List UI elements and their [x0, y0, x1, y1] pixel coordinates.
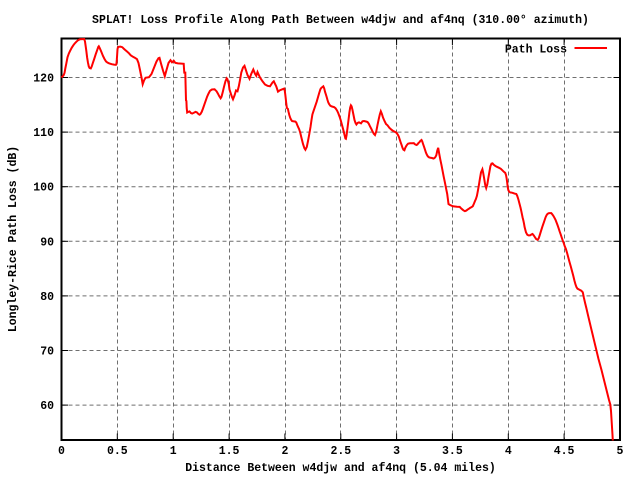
svg-text:2.5: 2.5	[330, 445, 351, 458]
svg-text:80: 80	[40, 291, 54, 304]
svg-text:Longley-Rice Path Loss (dB): Longley-Rice Path Loss (dB)	[7, 146, 20, 332]
svg-text:0: 0	[58, 445, 65, 458]
svg-text:3.5: 3.5	[442, 445, 463, 458]
svg-text:SPLAT! Loss Profile Along Path: SPLAT! Loss Profile Along Path Between w…	[92, 14, 589, 27]
svg-text:110: 110	[33, 127, 54, 140]
svg-text:4: 4	[505, 445, 512, 458]
svg-text:1.5: 1.5	[219, 445, 240, 458]
svg-text:4.5: 4.5	[554, 445, 575, 458]
svg-text:Path Loss: Path Loss	[505, 44, 567, 57]
svg-text:3: 3	[393, 445, 400, 458]
svg-text:Distance Between w4djw and af4: Distance Between w4djw and af4nq (5.04 m…	[185, 462, 496, 475]
svg-text:120: 120	[33, 73, 54, 86]
svg-text:2: 2	[281, 445, 288, 458]
svg-text:5: 5	[617, 445, 624, 458]
svg-text:90: 90	[40, 236, 54, 249]
svg-text:0.5: 0.5	[107, 445, 128, 458]
svg-text:70: 70	[40, 346, 54, 359]
svg-text:100: 100	[33, 182, 54, 195]
svg-text:1: 1	[170, 445, 177, 458]
svg-text:60: 60	[40, 400, 54, 413]
